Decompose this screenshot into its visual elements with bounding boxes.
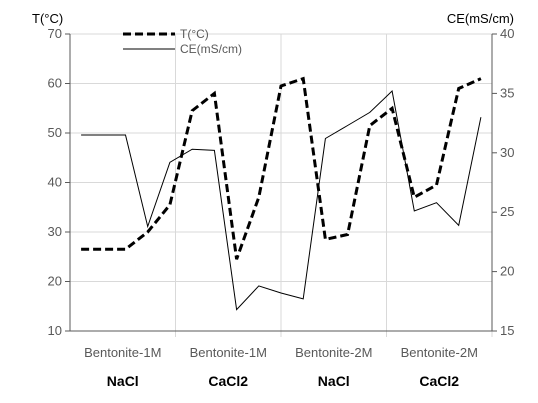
y-left-tick-label: 20 <box>48 274 62 289</box>
category-sublabel: NaCl <box>318 373 350 389</box>
category-label: Bentonite-2M <box>295 345 372 360</box>
y-left-tick-label: 70 <box>48 26 62 41</box>
y-right-tick-label: 35 <box>500 85 514 100</box>
y-left-tick-label: 50 <box>48 125 62 140</box>
y-left-tick-label: 60 <box>48 76 62 91</box>
y-right-tick-label: 15 <box>500 323 514 338</box>
series-layer <box>81 76 482 311</box>
y-left-tick-label: 10 <box>48 323 62 338</box>
category-label: Bentonite-1M <box>84 345 161 360</box>
axes-layer <box>65 33 497 332</box>
legend-label-temperature: T(°C) <box>180 27 209 41</box>
category-labels: Bentonite-1M NaCl Bentonite-1M CaCl2 Bentoni… <box>84 345 478 389</box>
ticks-layer: 10 20 30 40 50 60 70 15 20 25 30 35 40 <box>48 26 515 338</box>
y-left-tick-label: 40 <box>48 175 62 190</box>
y-left-axis-title: T(°C) <box>32 11 63 26</box>
legend-label-conductivity: CE(mS/cm) <box>180 42 242 56</box>
y-right-axis-title: CE(mS/cm) <box>447 11 514 26</box>
grid-layer <box>70 33 493 337</box>
legend: T(°C) CE(mS/cm) <box>123 27 242 56</box>
y-right-tick-label: 20 <box>500 264 514 279</box>
y-right-tick-label: 40 <box>500 26 514 41</box>
category-sublabel: CaCl2 <box>419 373 459 389</box>
category-label: Bentonite-2M <box>401 345 478 360</box>
category-sublabel: NaCl <box>107 373 139 389</box>
category-label: Bentonite-1M <box>190 345 267 360</box>
category-sublabel: CaCl2 <box>208 373 248 389</box>
y-right-tick-label: 30 <box>500 145 514 160</box>
y-left-tick-label: 30 <box>48 224 62 239</box>
y-right-tick-label: 25 <box>500 204 514 219</box>
